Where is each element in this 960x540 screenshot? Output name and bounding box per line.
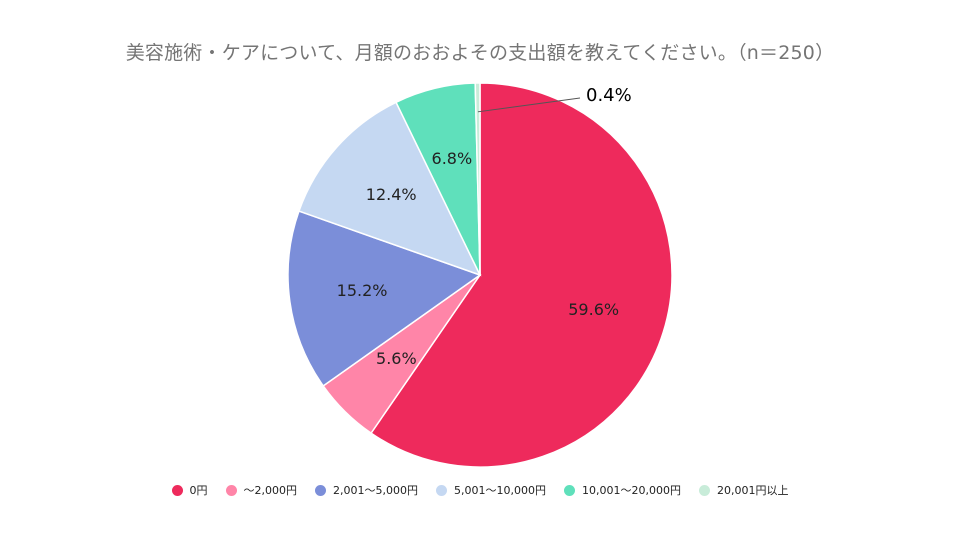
legend-swatch-2 (315, 484, 327, 496)
legend: 0円 〜2,000円 2,001〜5,000円 5,001〜10,000円 10,001… (0, 482, 960, 498)
legend-item-1: 〜2,000円 (225, 482, 298, 498)
pie-slice-2 (287, 210, 482, 387)
leader-line-5 (477, 97, 581, 113)
legend-label-0: 0円 (189, 484, 208, 497)
legend-swatch-4 (563, 484, 575, 496)
legend-swatch-3 (436, 484, 447, 496)
chart-title: 美容施術・ケアについて、月額のおおよその支出額を教えてください。（n＝250） (125, 42, 835, 64)
slice-label-3: 12.4% (366, 185, 417, 204)
legend-label-5: 20,001円以上 (716, 484, 789, 497)
slice-label-5: 0.4% (586, 85, 632, 106)
legend-label-1: 〜2,000円 (243, 484, 298, 497)
legend-item-2: 2,001〜5,000円 (315, 482, 418, 498)
legend-item-4: 10,001〜20,000円 (563, 482, 681, 498)
legend-swatch-5 (698, 484, 710, 496)
legend-label-4: 10,001〜20,000円 (581, 484, 681, 497)
legend-item-3: 5,001〜10,000円 (436, 482, 546, 498)
legend-label-2: 2,001〜5,000円 (333, 484, 418, 497)
pie-slice-0 (370, 82, 673, 468)
legend-swatch-0 (171, 484, 183, 496)
pie-slice-5 (474, 82, 481, 276)
slice-label-0: 59.6% (568, 300, 619, 319)
legend-item-5: 20,001円以上 (698, 482, 789, 498)
slice-label-4: 6.8% (432, 149, 473, 168)
legend-swatch-1 (225, 484, 237, 496)
pie-slice-3 (297, 101, 482, 277)
slice-label-1: 5.6% (376, 349, 417, 368)
legend-label-3: 5,001〜10,000円 (454, 484, 546, 497)
slice-label-2: 15.2% (337, 281, 388, 300)
legend-item-0: 0円 (171, 482, 208, 498)
